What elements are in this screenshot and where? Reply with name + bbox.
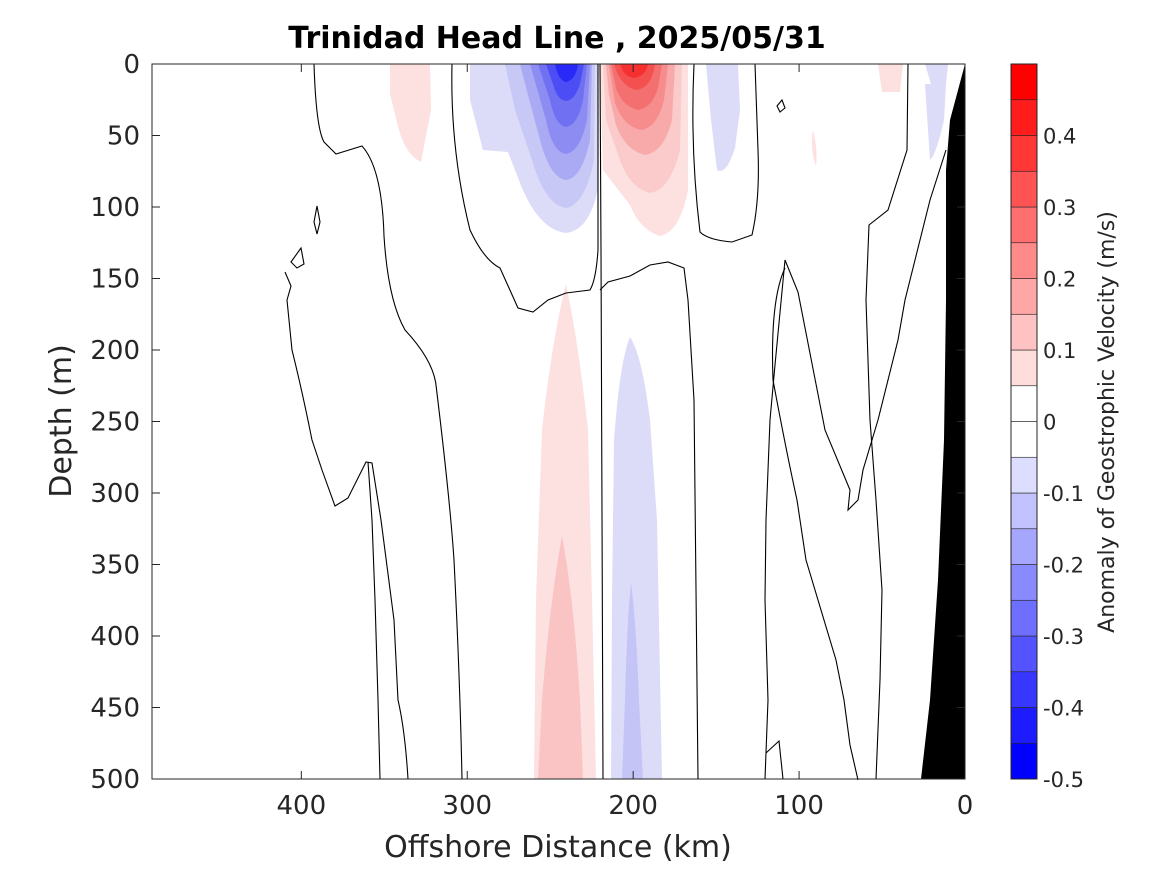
y-tick-label: 50 [107,122,140,152]
weak-negative-patch-east [706,64,740,172]
zero-contour-line [771,267,859,781]
contour-band-neg-deep-0.05 [611,337,662,779]
zero-contour-line [284,271,409,780]
zero-contour-loop [313,205,321,235]
y-tick-label: 100 [90,193,140,223]
colorbar-tick-label: 0 [1043,411,1056,435]
zero-contour-line [313,63,463,780]
zero-contour-line [764,149,947,780]
colorbar-swatch [1010,170,1038,208]
y-tick-label: 200 [90,336,140,366]
y-tick-label: 300 [90,479,140,509]
colorbar-swatch [1010,599,1038,637]
zero-contour-line [599,63,604,780]
colorbar-tick-label: -0.5 [1043,768,1084,792]
colorbar-swatch [1010,564,1038,601]
x-axis: 400 300 200 100 0 [277,64,974,821]
colorbar-swatch [1010,671,1038,708]
x-tick-label: 0 [957,791,974,821]
y-tick-label: 0 [123,50,140,80]
colorbar-tick-label: 0.4 [1043,125,1076,149]
zero-contour-loop [776,98,786,113]
colorbar-tick-label: 0.1 [1043,339,1076,363]
colorbar-swatch [1010,63,1038,101]
contour-band-pos-deep-0.10 [538,536,583,779]
colorbar-frame [1010,63,1038,780]
colorbar-swatch [1010,421,1038,458]
surface-positive-core [600,64,688,236]
colorbar-label: Anomaly of Geostrophic Velocity (m/s) [1095,211,1120,633]
x-tick-label: 400 [277,791,327,821]
colorbar-tick-label: 0.2 [1043,268,1076,292]
colorbar-swatch [1010,313,1038,351]
filled-contours [390,64,948,779]
colorbar-swatch [1010,99,1038,136]
zero-contour-line [599,261,699,780]
bathymetry-mask [921,64,965,779]
y-axis-label: Depth (m) [44,344,79,498]
colorbar-swatch [1010,456,1038,494]
colorbar-tick-label: -0.2 [1043,554,1084,578]
colorbar: 0.4 0.3 0.2 0.1 0 -0.1 -0.2 -0.3 -0.4 -0.5 [1010,63,1084,792]
colorbar-swatch [1010,492,1038,530]
colorbar-swatch [1010,349,1038,387]
chart-title: Trinidad Head Line , 2025/05/31 [288,21,825,56]
zero-contour-line [865,63,909,780]
zero-contour-line [765,739,784,780]
contour-band-neg-0.35 [555,64,578,82]
y-tick-label: 350 [90,551,140,581]
colorbar-tick-label: -0.1 [1043,482,1084,506]
zero-contour-lines [284,63,947,781]
zero-contour-line [692,63,759,243]
zero-contour-line [451,63,599,313]
zero-contour-loop [290,246,305,269]
y-tick-label: 150 [90,265,140,295]
y-tick-label: 450 [90,694,140,724]
y-tick-label: 250 [90,408,140,438]
colorbar-swatch [1010,635,1038,673]
y-tick-label: 500 [90,765,140,795]
colorbar-swatch [1010,742,1038,780]
x-tick-label: 100 [774,791,824,821]
weak-negative-patch-slope [925,84,946,160]
colorbar-tick-label: -0.3 [1043,625,1084,649]
weak-positive-patch-surface-east [878,64,903,92]
contour-band-neg-deep-0.10 [622,583,643,779]
colorbar-swatch [1010,206,1038,244]
x-tick-label: 300 [442,791,492,821]
x-axis-label: Offshore Distance (km) [384,830,732,865]
colorbar-swatch [1010,278,1038,315]
y-tick-label: 400 [90,622,140,652]
colorbar-swatch [1010,135,1038,172]
colorbar-swatch [1010,242,1038,279]
contour-band-pos-0.35 [620,64,648,78]
weak-negative-patch-shelf [925,64,948,84]
colorbar-swatch [1010,385,1038,422]
zero-contour-line [367,461,381,780]
deep-negative-lobe [611,337,662,779]
x-tick-label: 200 [608,791,658,821]
y-axis: 0 50 100 150 200 250 300 350 400 450 500 [90,50,965,795]
colorbar-tick-label: 0.3 [1043,196,1076,220]
colorbar-swatch [1010,528,1038,565]
weak-positive-patch-west [390,64,431,162]
deep-positive-lobe [534,284,596,779]
plot-area [151,63,966,781]
weak-positive-patch-small [812,130,817,166]
colorbar-swatch [1010,707,1038,744]
colorbar-tick-label: -0.4 [1043,697,1084,721]
surface-negative-core [470,64,598,233]
